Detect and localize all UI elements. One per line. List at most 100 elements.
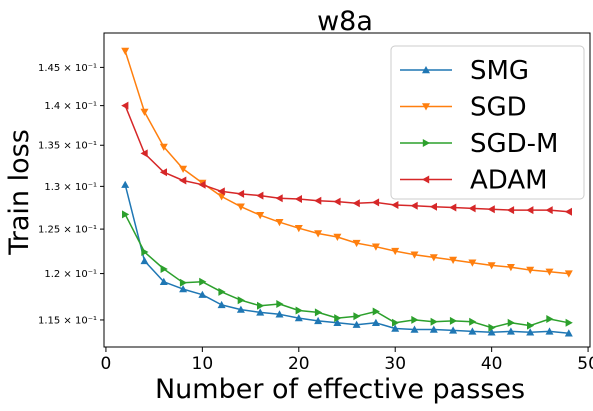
data-point [159, 143, 168, 151]
data-point [314, 308, 323, 317]
x-tick-label: 10 [192, 354, 214, 374]
data-point [140, 149, 148, 158]
series-sgd-m [122, 210, 573, 332]
data-point [275, 219, 284, 227]
data-point [159, 168, 167, 177]
data-point [179, 278, 188, 287]
y-axis-label: Train loss [4, 129, 35, 256]
data-point [526, 266, 535, 274]
data-point [179, 285, 188, 293]
data-point [121, 180, 130, 188]
data-point [526, 328, 535, 336]
y-axis: 1.15 × 10⁻¹ 1.2 × 10⁻¹ 1.25 × 10⁻¹ 1.3 × 10… [38, 63, 104, 326]
legend-label: ADAM [470, 166, 548, 196]
y-tick-label: 1.45 × 10⁻¹ [38, 63, 97, 74]
data-point [430, 317, 438, 326]
x-tick-label: 30 [384, 354, 406, 374]
x-tick-label: 50 [577, 354, 593, 374]
data-point [506, 327, 515, 335]
data-point [488, 323, 496, 332]
legend: SMG SGD SGD-M ADAM [390, 45, 585, 200]
data-point [141, 248, 149, 256]
data-point [294, 225, 303, 233]
data-point [506, 206, 515, 215]
data-point [410, 325, 419, 333]
data-point [198, 290, 207, 298]
data-point [352, 199, 360, 208]
data-point [295, 306, 303, 315]
data-point [314, 196, 322, 205]
x-tick-label: 0 [101, 354, 112, 374]
data-point [121, 47, 130, 55]
data-point [294, 314, 303, 322]
series-line [124, 214, 569, 329]
data-point [391, 201, 399, 209]
data-point [314, 230, 323, 238]
data-point [469, 317, 477, 326]
series-line [124, 184, 569, 335]
y-tick-label: 1.3 × 10⁻¹ [44, 182, 97, 193]
data-point [429, 254, 438, 262]
data-point [449, 316, 458, 325]
series-adam [121, 101, 572, 216]
legend-label: SGD-M [470, 129, 559, 159]
legend-marker [422, 139, 430, 147]
data-point [333, 197, 341, 206]
legend-marker [422, 175, 430, 184]
legend-label: SMG [470, 56, 529, 86]
x-tick-label: 20 [288, 354, 310, 374]
x-axis-label: Number of effective passes [155, 374, 525, 405]
data-point [391, 247, 400, 256]
data-point [545, 268, 554, 276]
data-point [122, 210, 130, 219]
data-point [391, 324, 400, 332]
data-point [140, 108, 149, 116]
legend-marker [422, 66, 430, 74]
data-point [468, 327, 477, 335]
legend-label: SGD [470, 93, 527, 123]
data-point [546, 315, 554, 323]
data-point [217, 193, 226, 201]
chart-title: w8a [317, 6, 373, 37]
series-smg [121, 180, 573, 337]
data-point [545, 206, 553, 215]
data-point [449, 203, 457, 212]
y-tick-label: 1.25 × 10⁻¹ [38, 225, 97, 236]
data-point [545, 327, 554, 335]
data-point [487, 328, 496, 336]
data-point [352, 320, 361, 328]
data-point [506, 264, 515, 272]
series-sgd [121, 47, 573, 278]
data-point [411, 315, 419, 324]
data-point [565, 318, 573, 327]
series-layer [121, 47, 573, 337]
data-point [371, 318, 380, 326]
data-point [179, 176, 187, 185]
data-point [372, 307, 380, 316]
data-point [236, 305, 245, 313]
data-point [410, 251, 419, 259]
data-point [276, 300, 284, 308]
data-point [468, 204, 476, 213]
data-point [237, 296, 245, 305]
data-point [333, 318, 342, 326]
data-point [564, 207, 572, 216]
data-point [526, 206, 534, 215]
data-point [256, 212, 265, 220]
data-point [410, 201, 418, 210]
data-point [392, 318, 400, 327]
y-tick-label: 1.35 × 10⁻¹ [38, 141, 97, 152]
data-point [257, 301, 265, 310]
data-point [371, 198, 380, 207]
data-point [507, 318, 515, 327]
data-point [236, 189, 245, 198]
data-point [256, 191, 264, 200]
data-point [159, 277, 168, 285]
data-point [564, 329, 573, 337]
data-point [218, 287, 226, 296]
data-point [275, 310, 284, 318]
data-point [199, 277, 207, 286]
data-point [371, 243, 380, 251]
data-point [236, 203, 245, 211]
